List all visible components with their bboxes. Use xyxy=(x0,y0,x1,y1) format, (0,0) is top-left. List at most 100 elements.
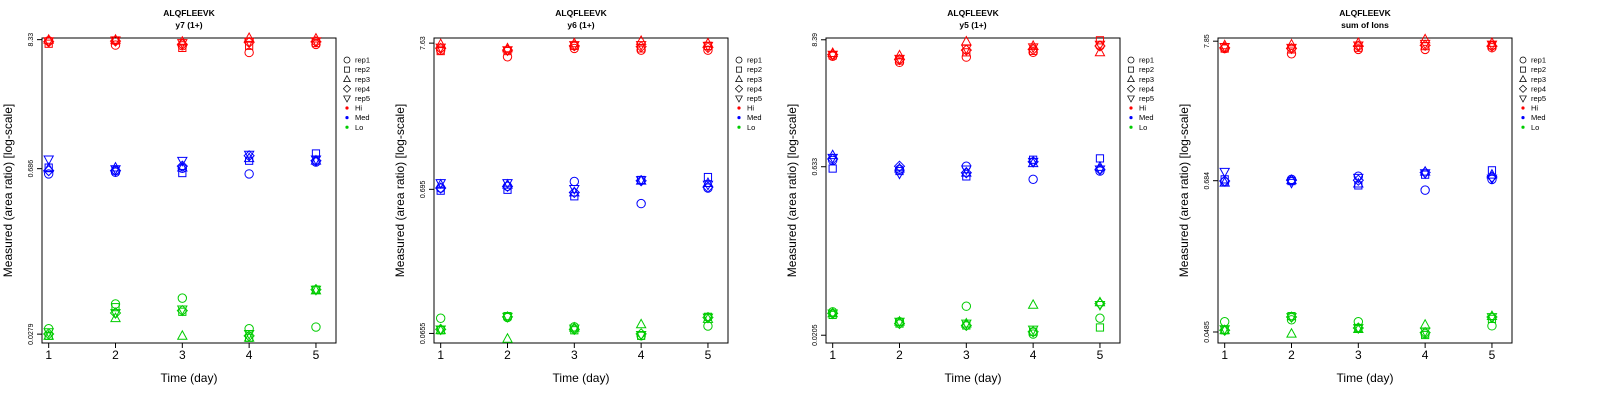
legend-marker-2-6 xyxy=(737,106,741,110)
point-2-lo-rep5-day3 xyxy=(568,324,580,335)
data-points-1 xyxy=(42,31,322,342)
legend-marker-3-5 xyxy=(1127,95,1135,103)
point-4-hi-rep5-day2 xyxy=(1286,43,1297,54)
chart-svg-4: ALQFLEEVK sum of Ions 1 2 3 4 5 Time (day) 0.048… xyxy=(1177,8,1546,385)
legend-label-1-1: rep1 xyxy=(355,56,370,65)
point-3-med-rep2-day5 xyxy=(1095,154,1105,163)
point-1-med-rep4-day3 xyxy=(176,160,189,172)
chart-panel-3: ALQFLEEVK y5 (1+) 1 2 3 4 5 Time (day) 0.0205 0.6… xyxy=(784,0,1184,400)
legend-marker-2-2 xyxy=(736,66,742,73)
legend-marker-3-7 xyxy=(1129,116,1133,120)
point-2-lo-rep1-day1 xyxy=(435,313,446,323)
point-2-lo-rep5-day1 xyxy=(435,325,447,336)
point-3-lo-rep4-day3 xyxy=(960,319,973,332)
x-tick-label-4-3: 3 xyxy=(1355,348,1362,362)
point-4-hi-rep3-day2 xyxy=(1286,38,1297,49)
legend-label-2-2: rep2 xyxy=(747,65,762,74)
y-tick-label-3-1: 0.0205 xyxy=(812,324,819,346)
point-3-hi-rep2-day5 xyxy=(1095,36,1105,45)
chart-svg-1: ALQFLEEVK y7 (1+) 1 2 3 4 5 Time (day) 0.0279 0.6… xyxy=(1,8,370,385)
x-tick-label-3-2: 2 xyxy=(896,348,903,362)
legend-label-1-7: Med xyxy=(355,113,370,122)
legend-marker-2-7 xyxy=(737,116,741,120)
point-2-med-rep1-day3 xyxy=(569,176,580,187)
point-1-med-rep1-day2 xyxy=(110,167,121,177)
chart-svg-2: ALQFLEEVK y6 (1+) 1 2 3 4 5 Time (day) 0.0655 0.6… xyxy=(393,8,762,385)
data-points-2 xyxy=(434,34,714,343)
legend-marker-3-4 xyxy=(1126,84,1136,93)
point-4-hi-rep5-day3 xyxy=(1352,41,1364,52)
point-1-lo-rep3-day2 xyxy=(110,312,121,323)
point-2-med-rep1-day4 xyxy=(636,198,646,209)
point-4-med-rep4-day3 xyxy=(1352,174,1365,186)
plot-frame-2 xyxy=(433,37,729,344)
point-1-med-rep5-day1 xyxy=(43,155,55,166)
point-4-hi-rep5-day4 xyxy=(1419,39,1431,50)
point-4-hi-rep1-day2 xyxy=(1286,49,1297,59)
point-2-lo-rep5-day4 xyxy=(635,330,647,341)
chart-title-1: ALQFLEEVK xyxy=(163,8,215,18)
point-3-med-rep5-day1 xyxy=(827,153,839,164)
point-1-hi-rep3-day4 xyxy=(243,31,255,42)
point-2-med-rep5-day2 xyxy=(502,179,513,190)
legend-marker-4-4 xyxy=(1518,84,1528,93)
legend-label-1-8: Lo xyxy=(355,123,363,132)
point-1-hi-rep5-day4 xyxy=(243,37,255,48)
point-1-lo-rep2-day2 xyxy=(111,303,120,312)
point-4-med-rep5-day1 xyxy=(1219,167,1231,178)
point-1-med-rep3-day2 xyxy=(110,161,121,172)
point-1-lo-rep1-day4 xyxy=(244,323,254,334)
x-tick-label-2-4: 4 xyxy=(638,348,645,362)
point-1-med-rep2-day3 xyxy=(178,168,187,178)
legend-label-3-5: rep5 xyxy=(1139,94,1154,103)
legend-marker-4-2 xyxy=(1520,66,1526,73)
x-tick-label-1-5: 5 xyxy=(313,348,320,362)
point-3-hi-rep1-day2 xyxy=(894,57,905,68)
point-1-hi-rep2-day4 xyxy=(245,41,254,50)
legend-marker-3-1 xyxy=(1127,56,1135,64)
y-tick-label-4-3: 7.85 xyxy=(1204,34,1211,48)
point-4-hi-rep1-day5 xyxy=(1487,43,1497,53)
point-2-med-rep4-day1 xyxy=(434,182,447,194)
point-1-med-rep1-day1 xyxy=(43,169,54,179)
legend-label-4-5: rep5 xyxy=(1531,94,1546,103)
point-3-lo-rep2-day5 xyxy=(1095,323,1105,332)
legend-marker-3-2 xyxy=(1128,66,1134,73)
point-2-hi-rep4-day4 xyxy=(635,40,647,53)
legend-label-2-6: Hi xyxy=(747,104,754,113)
y-tick-label-4-2: 0.684 xyxy=(1204,172,1211,190)
legend-marker-4-8 xyxy=(1521,125,1525,129)
legend-label-1-4: rep4 xyxy=(355,84,370,93)
point-4-lo-rep3-day5 xyxy=(1486,310,1498,321)
point-2-hi-rep5-day2 xyxy=(502,46,513,57)
point-1-lo-rep1-day5 xyxy=(311,322,321,332)
point-3-med-rep3-day2 xyxy=(894,162,905,173)
point-4-med-rep2-day5 xyxy=(1487,166,1497,175)
x-axis-label-4: Time (day) xyxy=(1337,371,1394,385)
y-axis-label-2: Measured (area ratio) [log-scale] xyxy=(393,104,407,277)
point-1-med-rep4-day1 xyxy=(42,164,55,177)
legend-label-4-7: Med xyxy=(1531,113,1546,122)
point-1-hi-rep5-day2 xyxy=(110,36,121,47)
x-tick-label-2-3: 3 xyxy=(571,348,578,362)
point-1-med-rep5-day2 xyxy=(110,165,121,176)
legend-marker-4-6 xyxy=(1521,106,1525,110)
point-1-lo-rep3-day3 xyxy=(176,329,188,340)
legend-marker-4-3 xyxy=(1519,74,1527,83)
x-tick-label-4-2: 2 xyxy=(1288,348,1295,362)
point-3-hi-rep3-day2 xyxy=(894,49,905,60)
chart-svg-3: ALQFLEEVK y5 (1+) 1 2 3 4 5 Time (day) 0.0205 0.6… xyxy=(785,8,1154,385)
point-2-hi-rep5-day3 xyxy=(568,41,580,52)
point-1-lo-rep4-day4 xyxy=(243,330,255,342)
point-4-med-rep1-day4 xyxy=(1420,185,1430,195)
legend-marker-1-2 xyxy=(344,66,350,73)
point-2-med-rep2-day5 xyxy=(703,172,713,182)
point-1-lo-rep5-day1 xyxy=(43,328,55,339)
legend-label-1-5: rep5 xyxy=(355,94,370,103)
point-2-lo-rep5-day5 xyxy=(702,313,714,324)
point-2-lo-rep3-day2 xyxy=(502,332,513,343)
